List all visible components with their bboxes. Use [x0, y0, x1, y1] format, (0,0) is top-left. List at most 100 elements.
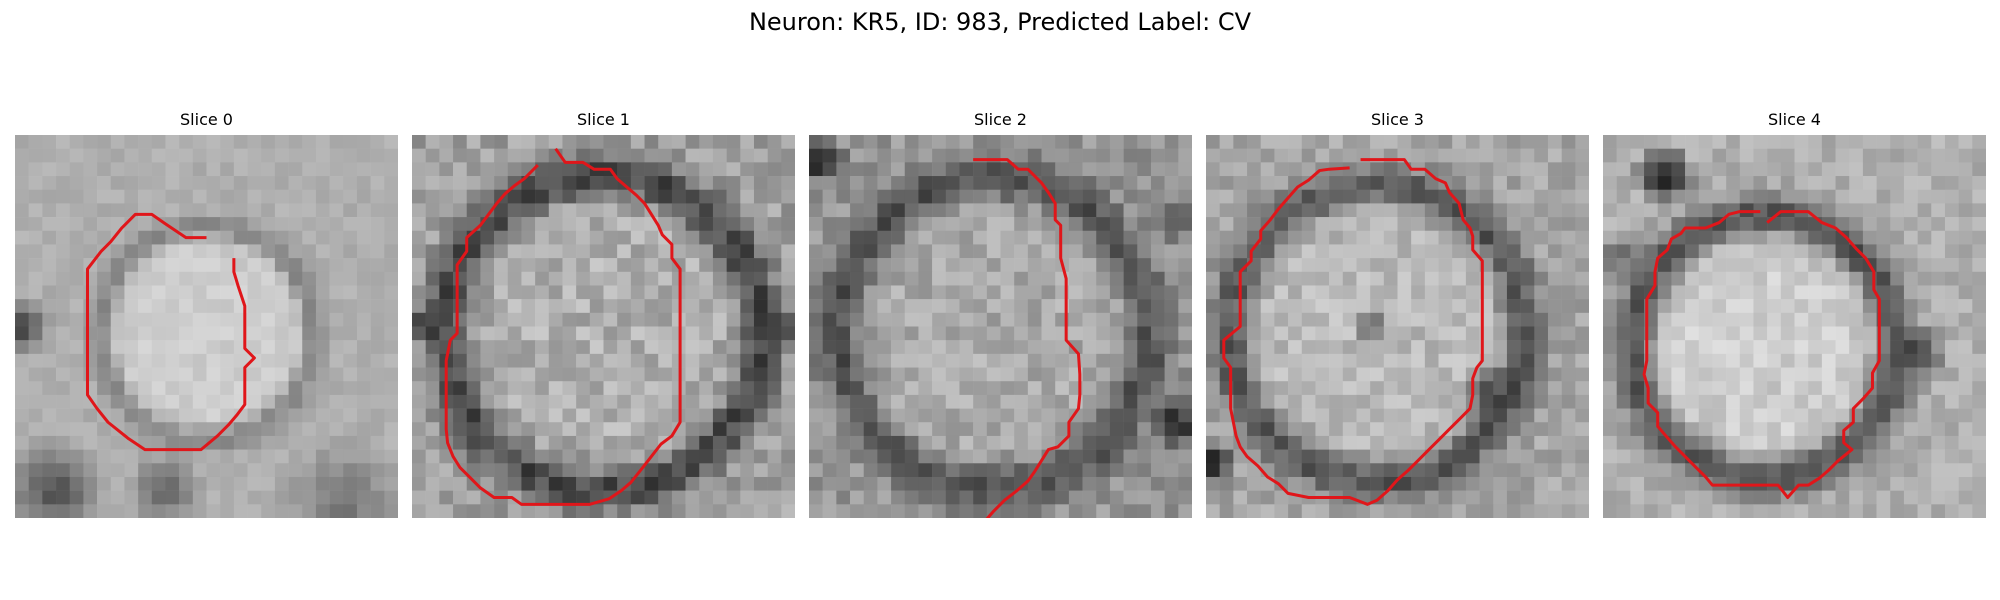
pixel	[1137, 230, 1152, 245]
pixel	[986, 490, 1001, 505]
pixel	[1329, 258, 1344, 273]
pixel	[110, 203, 125, 218]
pixel	[192, 217, 207, 232]
pixel	[138, 271, 153, 286]
pixel	[712, 422, 727, 437]
pixel	[740, 176, 755, 190]
pixel	[740, 189, 755, 204]
pixel	[1383, 435, 1398, 450]
pixel	[356, 299, 371, 314]
pixel	[877, 176, 892, 190]
pixel	[1301, 340, 1316, 355]
pixel	[1233, 203, 1248, 218]
pixel	[850, 449, 864, 464]
pixel	[138, 422, 153, 437]
pixel	[986, 476, 1001, 491]
pixel	[850, 162, 864, 177]
pixel	[1849, 381, 1864, 396]
pixel	[1247, 435, 1261, 450]
pixel	[288, 271, 303, 286]
pixel	[1972, 217, 1986, 232]
pixel	[1671, 367, 1686, 382]
pixel	[932, 176, 947, 190]
pixel	[179, 504, 194, 518]
pixel	[1657, 449, 1672, 464]
pixel	[877, 135, 892, 149]
pixel	[1178, 148, 1192, 163]
pixel	[1726, 258, 1741, 273]
pixel	[781, 490, 795, 505]
pixel	[1821, 353, 1836, 368]
pixel	[781, 408, 795, 423]
pixel	[1698, 299, 1713, 314]
pixel	[206, 504, 221, 518]
pixel	[1685, 312, 1700, 327]
pixel	[945, 394, 960, 409]
pixel	[589, 244, 604, 259]
pixel	[1150, 449, 1165, 464]
pixel	[1479, 367, 1494, 382]
pixel	[507, 244, 522, 259]
pixel	[466, 449, 481, 464]
pixel	[932, 244, 947, 259]
pixel	[494, 299, 509, 314]
pixel	[1520, 203, 1535, 218]
pixel	[480, 285, 495, 300]
pixel	[521, 230, 536, 245]
pixel	[658, 189, 673, 204]
pixel	[699, 490, 714, 505]
pixel	[124, 449, 139, 464]
pixel	[1657, 271, 1672, 286]
pixel	[1068, 162, 1083, 177]
pixel	[1274, 381, 1289, 396]
pixel	[1383, 367, 1398, 382]
pixel	[1794, 504, 1809, 518]
pixel	[494, 217, 509, 232]
pixel	[124, 367, 139, 382]
pixel	[562, 148, 577, 163]
pixel	[986, 340, 1001, 355]
pixel	[56, 217, 70, 232]
pixel	[1712, 285, 1727, 300]
pixel	[1150, 244, 1165, 259]
pixel	[1726, 381, 1741, 396]
pixel	[15, 271, 29, 286]
pixel	[986, 244, 1001, 259]
pixel	[1082, 244, 1097, 259]
pixel	[233, 476, 248, 491]
pixel	[83, 326, 98, 341]
pixel	[767, 340, 782, 355]
pixel	[1575, 285, 1589, 300]
pixel	[274, 463, 289, 478]
pixel	[370, 285, 385, 300]
pixel	[589, 463, 604, 478]
pixel	[548, 312, 563, 327]
pixel	[1315, 312, 1330, 327]
pixel	[1109, 326, 1124, 341]
pixel	[220, 340, 235, 355]
pixel	[1370, 326, 1385, 341]
pixel	[1794, 449, 1809, 464]
pixel	[521, 312, 536, 327]
pixel	[1027, 135, 1042, 149]
pixel	[1164, 244, 1179, 259]
pixel	[1233, 230, 1248, 245]
pixel	[1247, 258, 1261, 273]
pixel	[1000, 476, 1015, 491]
pixel	[1082, 340, 1097, 355]
pixel	[1849, 326, 1864, 341]
pixel	[726, 299, 741, 314]
pixel	[1603, 422, 1617, 437]
pixel	[685, 271, 700, 286]
pixel	[1767, 271, 1782, 286]
pixel	[1520, 394, 1535, 409]
pixel	[1109, 394, 1124, 409]
pixel	[809, 422, 823, 437]
pixel	[1726, 189, 1741, 204]
pixel	[412, 162, 426, 177]
pixel	[494, 504, 509, 518]
pixel	[671, 148, 686, 163]
pixel	[1465, 408, 1480, 423]
pixel	[1685, 244, 1700, 259]
pixel	[315, 476, 330, 491]
